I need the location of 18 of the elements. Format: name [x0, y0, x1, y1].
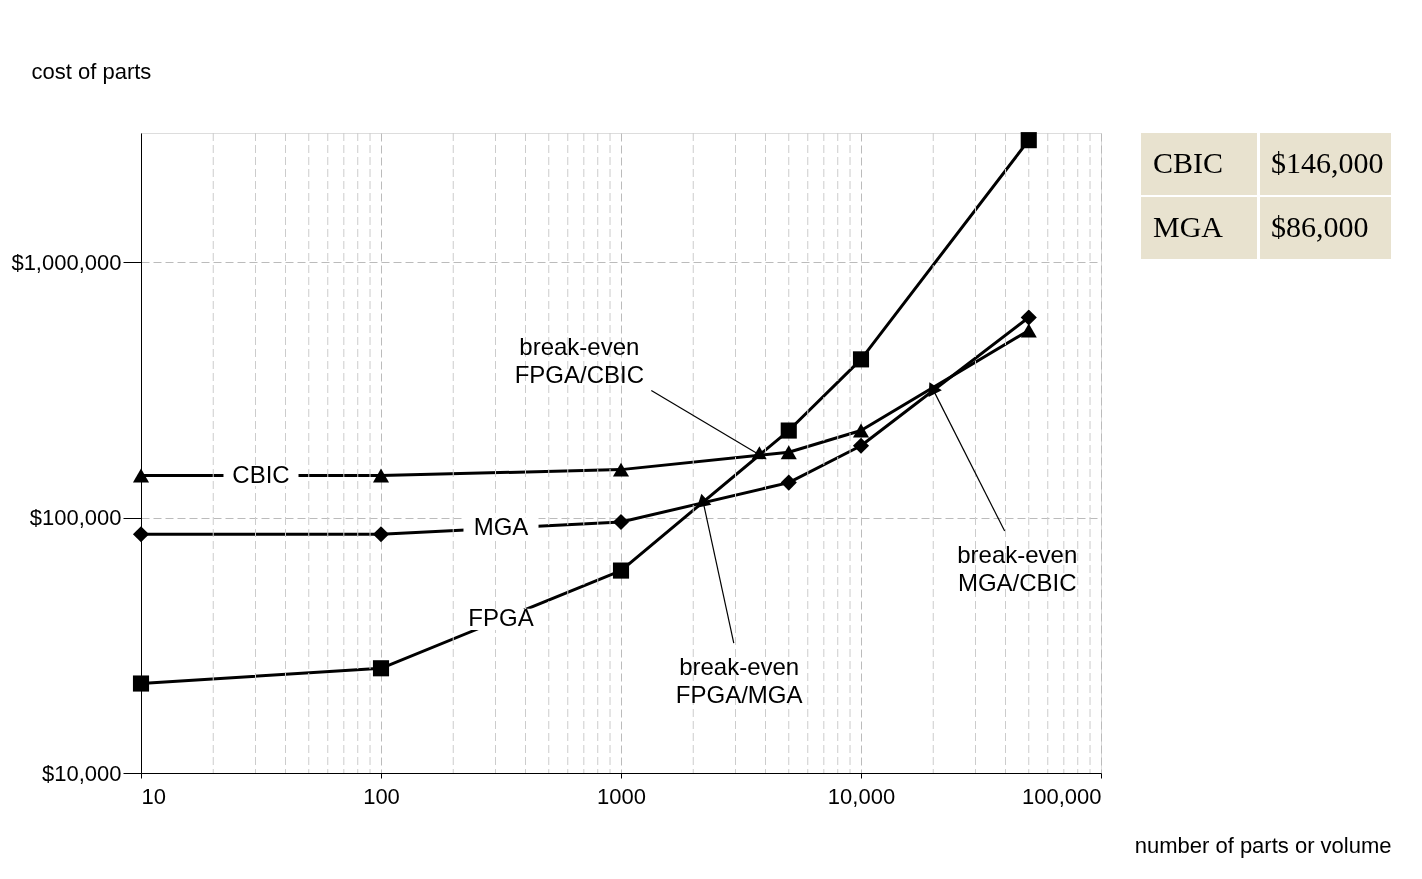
text: MGA $86,000 — [1153, 210, 1369, 243]
y-tick-label: $10,000 — [41, 760, 122, 786]
x-tick-label: 1000 — [597, 783, 646, 809]
annotation: break-even FPGA/CBIC — [514, 332, 644, 388]
y-tick-label: $1,000,000 — [11, 249, 122, 275]
y-tick-label: $100,000 — [29, 505, 122, 531]
x-axis-title: number of parts or volume — [1134, 832, 1392, 858]
series-label: FPGA — [468, 604, 534, 632]
annotation: break-even FPGA/MGA — [675, 653, 803, 709]
annotation: break-even MGA/CBIC — [957, 540, 1078, 596]
x-tick-label: 10 — [141, 783, 166, 809]
x-tick-label: 10,000 — [827, 783, 896, 809]
x-tick-label: 100 — [363, 783, 400, 809]
y-axis-title: cost of parts — [31, 58, 152, 84]
series-label: CBIC — [232, 460, 290, 488]
series-label: MGA — [473, 513, 529, 541]
text: CBIC $146,000 — [1153, 146, 1384, 179]
x-tick-label: 100,000 — [1021, 783, 1102, 809]
